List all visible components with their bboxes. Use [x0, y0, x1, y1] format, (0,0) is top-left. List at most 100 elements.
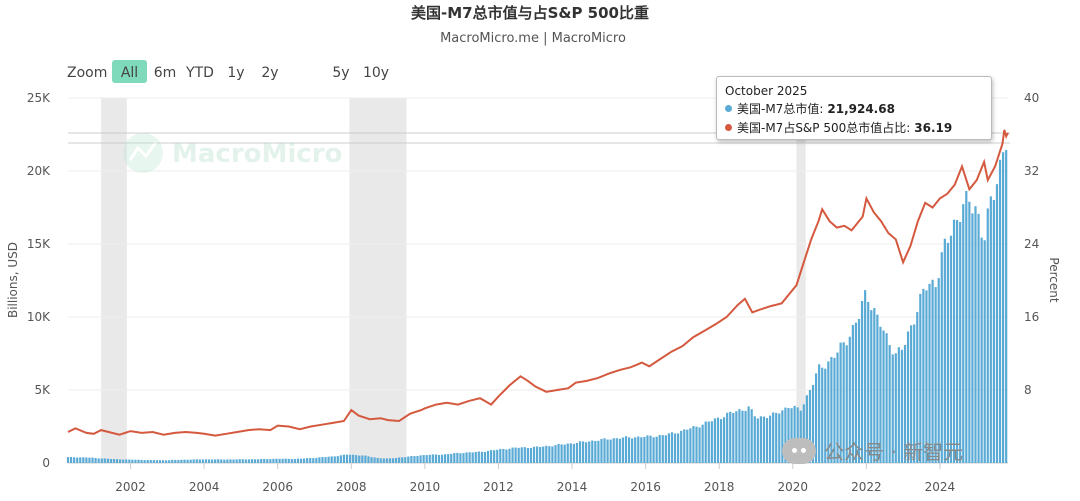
- bar: [471, 452, 474, 463]
- bar: [934, 287, 937, 463]
- bar: [250, 459, 254, 463]
- bar: [701, 424, 704, 463]
- bar: [382, 458, 385, 463]
- bar: [557, 443, 560, 463]
- bar: [814, 373, 818, 463]
- bar: [201, 459, 204, 463]
- bar: [965, 190, 968, 464]
- bar: [82, 457, 85, 463]
- bar: [811, 384, 815, 463]
- bar: [183, 459, 186, 463]
- bar: [520, 447, 523, 463]
- bar: [189, 459, 192, 463]
- range-button-6m[interactable]: 6m: [154, 65, 177, 81]
- bar: [873, 308, 876, 463]
- bar: [284, 458, 287, 463]
- wechat-logo-icon: [782, 437, 816, 464]
- bar: [296, 458, 300, 463]
- range-button-ytd[interactable]: YTD: [185, 65, 214, 81]
- bar: [422, 455, 425, 463]
- bar: [833, 357, 836, 463]
- bar: [670, 432, 674, 463]
- bar: [174, 459, 177, 463]
- x-tick-label: 2024: [925, 480, 956, 494]
- bar: [143, 460, 146, 463]
- bar: [327, 456, 330, 463]
- y-right-tick-label: 16: [1024, 310, 1039, 324]
- bar: [256, 459, 260, 463]
- range-button-10y[interactable]: 10y: [363, 65, 389, 81]
- bar: [551, 446, 554, 463]
- bar: [885, 333, 888, 463]
- bar: [977, 213, 980, 463]
- range-button-2y[interactable]: 2y: [261, 65, 278, 81]
- bar: [879, 326, 882, 463]
- bar: [361, 455, 364, 463]
- bar: [680, 430, 683, 463]
- bar: [444, 454, 447, 463]
- bar: [493, 450, 496, 463]
- bar: [398, 457, 401, 463]
- bar: [232, 459, 235, 463]
- bar: [860, 300, 864, 463]
- bar: [385, 458, 388, 463]
- bar: [762, 416, 766, 463]
- bar: [928, 283, 931, 463]
- bar: [299, 458, 303, 463]
- bar: [867, 301, 870, 463]
- bar: [235, 459, 238, 463]
- bar: [897, 347, 900, 463]
- share-line: [67, 129, 1009, 437]
- bar: [137, 459, 140, 463]
- bar: [827, 361, 830, 463]
- axes: 0 5K 10K 15K 20K 25K 8 16 24 32 40 2002 2004 2006 2008…: [27, 91, 1039, 494]
- bar: [103, 458, 106, 463]
- bar: [345, 454, 349, 463]
- tooltip-series1-label: 美国-M7总市值:: [737, 102, 824, 116]
- bar: [416, 456, 419, 463]
- range-button-5y[interactable]: 5y: [332, 65, 349, 81]
- bar: [499, 448, 502, 463]
- bar: [161, 460, 165, 463]
- bar: [428, 454, 431, 463]
- y-left-tick-label: 0: [42, 456, 50, 470]
- y-left-tick-label: 15K: [27, 237, 51, 251]
- bar: [511, 447, 514, 463]
- bar: [778, 413, 781, 463]
- bar: [581, 441, 585, 463]
- bar: [272, 458, 275, 463]
- bar: [732, 412, 735, 463]
- bar: [729, 411, 732, 463]
- bar: [658, 434, 661, 463]
- bar: [330, 456, 333, 463]
- bar: [505, 449, 508, 463]
- bar: [69, 456, 73, 463]
- bar: [253, 459, 257, 463]
- bar: [483, 451, 487, 463]
- y-left-tick-label: 20K: [27, 164, 51, 178]
- bar: [437, 455, 441, 463]
- macromicro-logo-icon: [123, 133, 163, 173]
- range-button-all[interactable]: All: [121, 65, 138, 81]
- bar: [241, 459, 244, 463]
- range-selected-highlight: [112, 60, 147, 83]
- bar: [713, 418, 717, 463]
- x-tick-label: 2012: [483, 480, 514, 494]
- bar: [900, 349, 904, 463]
- bar: [640, 437, 643, 463]
- bar: [223, 459, 226, 463]
- range-button-1y[interactable]: 1y: [227, 65, 244, 81]
- bar: [836, 352, 839, 463]
- bar: [306, 458, 309, 463]
- bar: [637, 436, 640, 463]
- bar: [882, 330, 885, 463]
- bar: [818, 364, 821, 463]
- bar: [263, 458, 266, 463]
- bar: [750, 409, 753, 463]
- bar: [278, 458, 281, 463]
- bar: [870, 310, 873, 463]
- bar: [959, 221, 962, 463]
- bar: [839, 342, 842, 463]
- line-series: [67, 129, 1009, 437]
